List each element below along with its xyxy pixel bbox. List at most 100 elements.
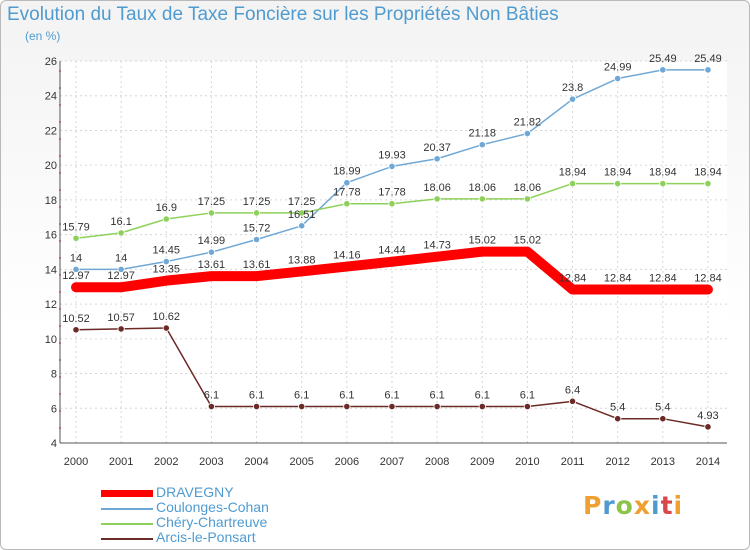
data-point [568, 397, 577, 405]
data-label: 18.94 [649, 167, 677, 179]
data-label: 21.18 [468, 128, 496, 140]
data-point [433, 155, 441, 163]
x-tick-label: 2006 [335, 456, 359, 468]
data-point [343, 179, 351, 187]
data-point [659, 179, 667, 188]
data-point [478, 195, 486, 203]
data-label: 25.49 [694, 53, 722, 65]
data-label: 17.25 [243, 196, 271, 208]
data-label: 6.4 [565, 384, 580, 396]
data-label: 12.97 [62, 270, 90, 282]
data-point [117, 265, 125, 273]
data-point [523, 402, 532, 411]
y-tick-label: 14 [45, 264, 57, 276]
data-point [523, 195, 532, 203]
logo-letter: o [615, 491, 634, 520]
data-label: 18.94 [694, 167, 722, 179]
data-point [207, 402, 216, 411]
data-label: 6.1 [429, 390, 444, 402]
x-tick-label: 2001 [109, 456, 133, 468]
data-point [117, 283, 126, 292]
data-point [387, 257, 396, 266]
data-label: 25.49 [649, 53, 677, 65]
data-label: 4.93 [697, 410, 718, 422]
legend-swatch [101, 523, 153, 525]
data-label: 6.1 [249, 390, 264, 402]
data-point [433, 195, 441, 203]
logo-letter: x [633, 491, 651, 520]
chart-title: Evolution du Taux de Taxe Foncière sur l… [7, 4, 559, 25]
data-point [117, 229, 125, 237]
data-label: 6.1 [294, 390, 309, 402]
data-label: 5.4 [655, 402, 670, 414]
legend-swatch [101, 490, 153, 497]
data-label: 17.78 [333, 187, 361, 199]
data-label: 12.84 [604, 273, 632, 285]
data-point [433, 402, 441, 411]
data-label: 14.16 [333, 250, 361, 262]
x-tick-label: 2010 [515, 456, 539, 468]
data-point [704, 66, 712, 74]
data-point [613, 285, 622, 294]
unit-label: (en %) [25, 29, 61, 43]
y-tick-label: 22 [45, 125, 57, 137]
data-label: 18.94 [604, 167, 632, 179]
legend-label: Chéry-Chartreuve [156, 514, 268, 530]
y-tick-label: 12 [45, 299, 57, 311]
logo-letter: i [673, 491, 684, 520]
data-label: 13.61 [198, 259, 226, 271]
y-tick-label: 26 [45, 56, 57, 68]
legend-label: DRAVEGNY [156, 484, 234, 500]
data-label: 23.8 [562, 82, 583, 94]
x-tick-label: 2007 [380, 456, 404, 468]
data-point [252, 235, 261, 244]
data-point [659, 415, 667, 423]
data-label: 12.84 [559, 273, 587, 285]
data-point [478, 141, 486, 149]
x-tick-label: 2009 [470, 456, 494, 468]
data-label: 19.93 [378, 149, 406, 161]
data-label: 10.52 [62, 313, 90, 325]
legend-label: Coulonges-Cohan [156, 499, 269, 515]
data-label: 15.79 [62, 221, 90, 233]
data-label: 14.44 [378, 245, 406, 257]
data-label: 10.62 [153, 311, 181, 323]
data-point [162, 324, 170, 332]
data-label: 6.1 [339, 390, 354, 402]
data-label: 18.99 [333, 166, 361, 178]
data-label: 14.99 [198, 235, 226, 247]
legend-swatch [101, 508, 153, 510]
data-point [658, 285, 667, 294]
data-point [703, 285, 712, 294]
data-point [523, 247, 532, 256]
x-tick-label: 2000 [64, 456, 88, 468]
data-point [252, 209, 261, 217]
data-point [704, 423, 712, 431]
data-point [614, 74, 622, 83]
data-label: 14 [115, 252, 127, 264]
x-tick-label: 2013 [651, 456, 675, 468]
data-label: 18.06 [514, 182, 542, 194]
data-label: 18.06 [423, 182, 451, 194]
data-point [478, 247, 487, 256]
x-tick-label: 2003 [199, 456, 223, 468]
logo-letter: P [583, 491, 603, 520]
y-tick-label: 4 [51, 438, 57, 450]
data-point [614, 415, 622, 423]
plot-area [60, 61, 727, 443]
data-point [568, 95, 577, 103]
data-label: 14.45 [153, 245, 181, 257]
data-label: 15.72 [243, 222, 271, 234]
x-tick-label: 2012 [605, 456, 629, 468]
x-tick-label: 2008 [425, 456, 449, 468]
data-point [72, 234, 80, 242]
y-tick-label: 24 [45, 91, 57, 103]
data-label: 12.84 [694, 273, 722, 285]
y-tick-label: 10 [45, 334, 57, 346]
data-point [298, 209, 306, 217]
logo-letter: r [602, 491, 616, 520]
data-point [343, 200, 351, 208]
data-label: 15.02 [514, 235, 542, 247]
